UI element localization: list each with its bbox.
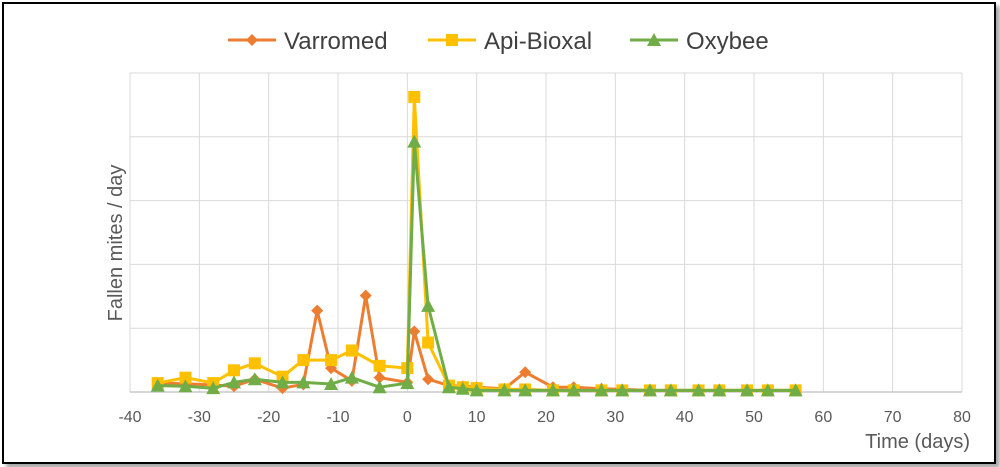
data-point-oxybee [275, 375, 290, 389]
x-tick-label: 30 [606, 409, 624, 426]
data-point-oxybee [712, 383, 727, 397]
data-point-oxybee [455, 381, 470, 395]
x-tick-label: -30 [188, 409, 211, 426]
data-point-oxybee [206, 381, 221, 395]
x-axis-title: Time (days) [865, 431, 970, 453]
data-point-oxybee [247, 372, 262, 386]
legend-label: Varromed [284, 28, 388, 55]
data-point-oxybee [497, 383, 512, 397]
data-point-api-bioxal [408, 90, 421, 103]
data-point-oxybee [421, 298, 436, 312]
data-point-varromed [519, 366, 532, 379]
x-tick-labels: -40 -30 -20 -10 0 10 20 30 40 50 60 70 80 [118, 409, 971, 426]
x-tick-label: 0 [403, 409, 412, 426]
legend-marker [246, 34, 258, 46]
data-point-api-bioxal [297, 354, 310, 367]
x-tick-label: 80 [953, 409, 971, 426]
data-point-oxybee [407, 134, 422, 148]
x-tick-label: -20 [257, 409, 280, 426]
data-point-oxybee [400, 376, 415, 390]
x-tick-label: -10 [326, 409, 349, 426]
data-point-oxybee [663, 383, 678, 397]
data-point-api-bioxal [248, 357, 261, 370]
data-point-oxybee [594, 383, 609, 397]
legend-entry-varromed: Varromed [228, 28, 388, 55]
data-point-oxybee [441, 380, 456, 394]
legend: Varromed Api-Bioxal Oxybee [228, 28, 769, 55]
gridlines [129, 72, 963, 393]
data-point-oxybee [227, 375, 241, 389]
legend-marker [647, 33, 661, 46]
data-point-varromed [373, 371, 386, 384]
data-point-oxybee [760, 383, 775, 397]
data-point-oxybee [344, 370, 359, 384]
x-tick-label: 60 [814, 409, 832, 426]
data-point-api-bioxal [373, 359, 386, 372]
legend-entry-oxybee: Oxybee [630, 28, 769, 55]
x-tick-label: 50 [745, 409, 763, 426]
data-point-oxybee [566, 383, 581, 397]
data-point-oxybee [372, 380, 387, 394]
data-point-oxybee [518, 383, 533, 397]
x-tick-label: 20 [537, 409, 555, 426]
x-tick-label: -40 [118, 409, 141, 426]
series-layer [150, 90, 803, 397]
data-point-api-bioxal [422, 336, 435, 349]
data-point-oxybee [788, 383, 803, 397]
data-point-api-bioxal [345, 344, 358, 357]
data-point-oxybee [469, 383, 484, 397]
data-point-oxybee [545, 383, 560, 397]
legend-label: Oxybee [686, 28, 769, 55]
data-point-varromed [359, 289, 372, 302]
x-tick-label: 70 [884, 409, 902, 426]
x-tick-label: 40 [676, 409, 694, 426]
y-axis-title: Fallen mites / day [105, 165, 127, 322]
legend-label: Api-Bioxal [484, 28, 592, 55]
data-point-varromed [422, 373, 435, 386]
series-oxybee [150, 134, 803, 397]
data-point-varromed [408, 325, 421, 338]
data-point-api-bioxal [228, 364, 240, 377]
data-point-oxybee [178, 379, 193, 393]
data-point-oxybee [615, 383, 630, 397]
data-point-varromed [311, 304, 324, 317]
data-point-api-bioxal [179, 371, 192, 384]
data-point-oxybee [740, 383, 755, 397]
data-point-oxybee [324, 377, 339, 391]
legend-marker [446, 34, 458, 46]
data-point-oxybee [643, 383, 657, 397]
data-point-oxybee [296, 375, 311, 389]
legend-entry-api-bioxal: Api-Bioxal [428, 28, 592, 55]
data-point-oxybee [691, 383, 706, 397]
data-point-oxybee [150, 378, 165, 392]
data-point-api-bioxal [325, 354, 338, 367]
x-tick-label: 10 [468, 409, 486, 426]
